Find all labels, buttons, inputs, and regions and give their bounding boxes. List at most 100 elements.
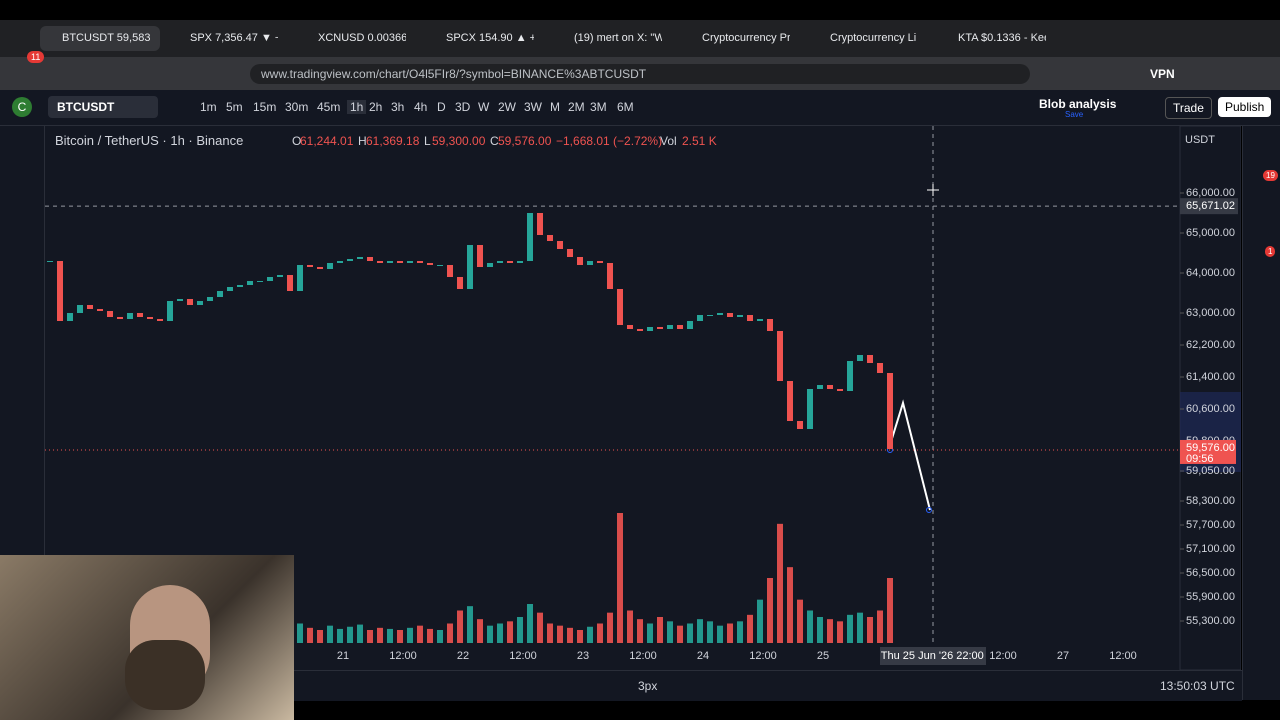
price-label: 55,900.00 xyxy=(1186,591,1235,603)
volume-bar xyxy=(397,630,403,643)
crosshair-time-box xyxy=(880,647,986,665)
candle xyxy=(547,235,553,241)
interval[interactable]: 2W xyxy=(498,100,516,114)
volume-bar xyxy=(857,612,863,643)
candle xyxy=(337,261,343,263)
interval[interactable]: 3h xyxy=(391,100,405,114)
layout-name[interactable]: Blob analysis xyxy=(1039,97,1117,111)
legend-item: 59,300.00 xyxy=(432,134,486,148)
candle xyxy=(367,257,373,261)
candle xyxy=(97,309,103,311)
volume-bar xyxy=(677,625,683,643)
volume-bar xyxy=(507,621,513,643)
interval[interactable]: 1h xyxy=(347,100,367,114)
volume-bar xyxy=(597,623,603,643)
interval[interactable]: 30m xyxy=(285,100,309,114)
tab[interactable]: BTCUSDT 59,583.6 xyxy=(40,26,160,51)
candle xyxy=(687,321,693,329)
candle xyxy=(227,287,233,291)
tab-title[interactable]: SPX 7,356.47 ▼ −( xyxy=(190,32,278,44)
tab-title[interactable]: XCNUSD 0.003661 xyxy=(318,32,406,44)
trade[interactable]: Trade xyxy=(1165,97,1212,119)
volume-bar xyxy=(657,617,663,643)
volume-bar xyxy=(707,621,713,643)
interval[interactable]: 2M xyxy=(568,100,585,114)
save[interactable]: Save xyxy=(1065,110,1084,119)
last-price: 59,576.00 xyxy=(1186,442,1235,454)
crosshair-price: 65,671.02 xyxy=(1186,200,1235,212)
interval[interactable]: W xyxy=(478,100,490,114)
interval[interactable]: 3D xyxy=(455,100,471,114)
tab[interactable]: SPCX 154.90 ▲ +( xyxy=(424,26,544,51)
tab-title[interactable]: Cryptocurrency Pr xyxy=(702,32,790,44)
currency[interactable]: USDT xyxy=(1185,134,1215,146)
time-label: 21 xyxy=(337,650,349,662)
interval[interactable]: 4h xyxy=(414,100,428,114)
price-label: 66,000.00 xyxy=(1186,187,1235,199)
vpn[interactable]: VPN xyxy=(1150,67,1175,81)
tab-title[interactable]: SPCX 154.90 ▲ +( xyxy=(446,32,534,44)
volume-bar xyxy=(407,627,413,643)
candle xyxy=(217,291,223,297)
price-label: 64,000.00 xyxy=(1186,267,1235,279)
volume-bar xyxy=(777,523,783,643)
volume-bar xyxy=(467,606,473,643)
price-label: 63,000.00 xyxy=(1186,307,1235,319)
candle xyxy=(237,285,243,287)
symbol[interactable]: BTCUSDT xyxy=(57,100,115,114)
publish[interactable]: Publish xyxy=(1218,97,1272,117)
candle xyxy=(847,361,853,391)
tab[interactable]: KTA $0.1336 - Kee xyxy=(936,26,1056,51)
volume-bar xyxy=(797,599,803,643)
badge: 11 xyxy=(27,51,45,63)
volume-bar xyxy=(567,627,573,643)
interval[interactable]: 3M xyxy=(590,100,607,114)
candle xyxy=(707,315,713,316)
candle xyxy=(447,265,453,277)
webcam xyxy=(0,555,294,720)
volume-bar xyxy=(887,578,893,643)
candle xyxy=(887,373,893,449)
tab-title[interactable]: Cryptocurrency Li xyxy=(830,32,917,44)
interval[interactable]: 2h xyxy=(369,100,383,114)
tab-title[interactable]: BTCUSDT 59,583.6 xyxy=(62,32,150,44)
interval[interactable]: 1m xyxy=(200,100,217,114)
tab[interactable]: XCNUSD 0.003661 xyxy=(296,26,416,51)
tab[interactable]: Cryptocurrency Li xyxy=(808,26,928,51)
volume-bar xyxy=(727,623,733,643)
volume-bar xyxy=(537,612,543,643)
volume-bar xyxy=(717,625,723,643)
tab-title[interactable]: (19) mert on X: "W xyxy=(574,32,662,44)
time-label: 12:00 xyxy=(629,650,657,662)
interval[interactable]: M xyxy=(550,100,560,114)
candle xyxy=(767,319,773,331)
candle xyxy=(197,301,203,305)
interval[interactable]: 45m xyxy=(317,100,341,114)
interval[interactable]: 15m xyxy=(253,100,277,114)
tab[interactable]: (19) mert on X: "W xyxy=(552,26,672,51)
interval[interactable]: 5m xyxy=(226,100,243,114)
brush-size[interactable]: 3px xyxy=(638,679,658,693)
time-label: 25 xyxy=(817,650,829,662)
candle xyxy=(167,301,173,321)
candle xyxy=(747,315,753,321)
candle xyxy=(157,319,163,321)
tab[interactable]: Cryptocurrency Pr xyxy=(680,26,800,51)
candle xyxy=(877,363,883,373)
volume-bar xyxy=(577,630,583,643)
candle xyxy=(637,329,643,331)
interval[interactable]: 6M xyxy=(617,100,634,114)
tab-title[interactable]: KTA $0.1336 - Kee xyxy=(958,32,1046,44)
interval[interactable]: D xyxy=(437,100,446,114)
candle xyxy=(477,245,483,267)
candle xyxy=(377,261,383,263)
candle xyxy=(597,261,603,263)
candle xyxy=(57,261,63,321)
tab[interactable]: SPX 7,356.47 ▼ −( xyxy=(168,26,288,51)
volume-bar xyxy=(747,614,753,643)
interval[interactable]: 3W xyxy=(524,100,542,114)
candle xyxy=(777,331,783,381)
candle xyxy=(417,261,423,263)
volume-bar xyxy=(627,610,633,643)
url[interactable]: www.tradingview.com/chart/O4l5FIr8/?symb… xyxy=(261,67,647,81)
